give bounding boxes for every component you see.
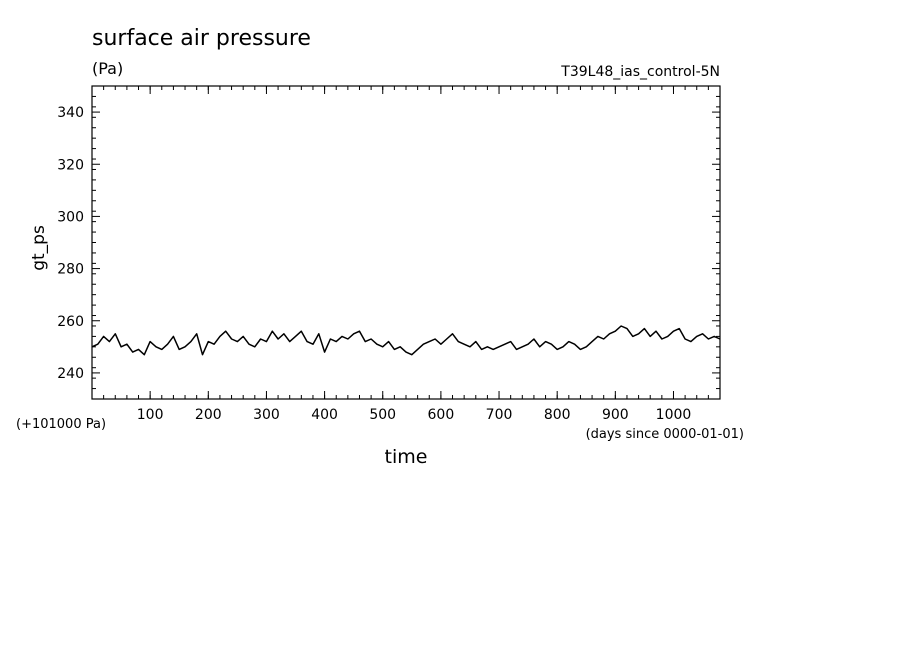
y-axis-label: gt_ps bbox=[29, 225, 49, 271]
x-tick-label: 600 bbox=[428, 407, 455, 423]
x-tick-label: 700 bbox=[486, 407, 513, 423]
x-tick-label: 500 bbox=[369, 407, 396, 423]
experiment-label: T39L48_ias_control-5N bbox=[560, 64, 720, 80]
y-tick-label: 280 bbox=[57, 262, 84, 278]
series-line bbox=[91, 325, 721, 356]
x-tick-label: 400 bbox=[311, 407, 338, 423]
y-offset-label: (+101000 Pa) bbox=[16, 417, 106, 432]
y-tick-label: 240 bbox=[57, 366, 84, 382]
x-tick-label: 300 bbox=[253, 407, 280, 423]
x-units-label: (days since 0000-01-01) bbox=[586, 427, 744, 442]
x-tick-label: 100 bbox=[137, 407, 164, 423]
x-axis-label: time bbox=[385, 446, 428, 468]
x-tick-label: 1000 bbox=[656, 407, 692, 423]
y-tick-label: 340 bbox=[57, 105, 84, 121]
x-tick-label: 800 bbox=[544, 407, 571, 423]
x-tick-labels: 100 200 300 400 500 600 700 800 900 1000 bbox=[137, 407, 692, 423]
series-layer bbox=[91, 325, 721, 356]
y-tick-label: 320 bbox=[57, 157, 84, 173]
y-tick-labels: 240 260 280 300 320 340 bbox=[57, 105, 84, 382]
tick-marks bbox=[92, 86, 720, 399]
y-tick-label: 300 bbox=[57, 209, 84, 225]
chart-title: surface air pressure bbox=[92, 26, 311, 51]
x-tick-label: 200 bbox=[195, 407, 222, 423]
y-tick-label: 260 bbox=[57, 314, 84, 330]
chart-units: (Pa) bbox=[92, 59, 123, 78]
x-tick-label: 900 bbox=[602, 407, 629, 423]
